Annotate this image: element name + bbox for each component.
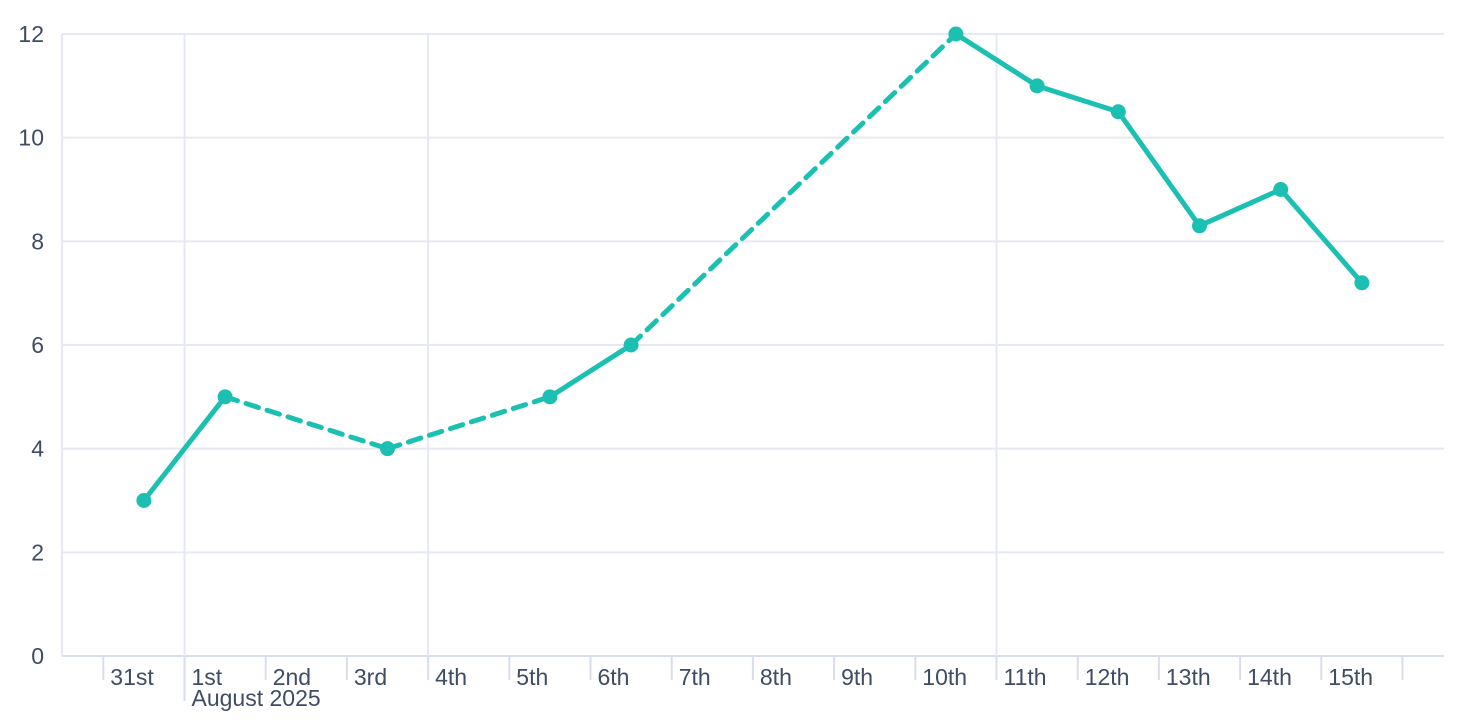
- data-point-10th[interactable]: [948, 26, 964, 42]
- x-axis-label: 12th: [1085, 664, 1130, 690]
- data-point-31st[interactable]: [136, 493, 152, 508]
- x-axis-label: 2nd: [273, 664, 311, 690]
- x-axis-label: 4th: [435, 664, 467, 690]
- y-axis-label: 10: [18, 125, 44, 151]
- series-segment-solid: [1278, 187, 1365, 286]
- y-axis-label: 0: [31, 643, 44, 669]
- x-axis-label: 13th: [1166, 664, 1211, 690]
- x-axis-label: 1st: [192, 664, 223, 690]
- x-axis-label: 15th: [1328, 664, 1373, 690]
- x-axis-label: 6th: [598, 664, 630, 690]
- series-segment-solid: [141, 394, 228, 503]
- series-segment-solid: [953, 31, 1040, 89]
- x-axis-month-label: August 2025: [192, 685, 321, 711]
- y-axis-label: 2: [31, 539, 44, 565]
- data-point-5th[interactable]: [542, 389, 558, 405]
- x-axis-label: 31st: [110, 664, 154, 690]
- series-segment-solid: [1034, 83, 1121, 115]
- x-axis-label: 9th: [841, 664, 873, 690]
- x-axis-label: 5th: [516, 664, 548, 690]
- y-axis-label: 4: [31, 436, 44, 462]
- x-axis-label: 11th: [1004, 664, 1047, 690]
- x-axis-label: 10th: [922, 664, 967, 690]
- data-point-14th[interactable]: [1273, 182, 1289, 197]
- y-axis-label: 6: [31, 332, 44, 358]
- y-axis-label: 8: [31, 228, 44, 254]
- series-segment-dashed: [628, 31, 959, 348]
- x-axis-label: 8th: [760, 664, 792, 690]
- series-segment-solid: [1197, 187, 1284, 229]
- data-point-6th[interactable]: [623, 337, 639, 353]
- data-point-13th[interactable]: [1192, 218, 1207, 234]
- data-point-12th[interactable]: [1110, 104, 1126, 120]
- series-segment-dashed: [222, 394, 390, 452]
- x-axis-label: 7th: [679, 664, 711, 690]
- data-point-1st[interactable]: [217, 389, 233, 405]
- x-axis-label: 3rd: [354, 664, 387, 690]
- data-point-3rd[interactable]: [380, 441, 395, 457]
- data-point-15th[interactable]: [1354, 275, 1370, 291]
- series-segment-solid: [1115, 109, 1202, 229]
- y-axis-label: 12: [18, 21, 44, 47]
- x-axis-label: 14th: [1247, 664, 1292, 690]
- series-segment-solid: [547, 342, 634, 400]
- series-segment-dashed: [385, 394, 553, 452]
- data-point-11th[interactable]: [1029, 78, 1045, 94]
